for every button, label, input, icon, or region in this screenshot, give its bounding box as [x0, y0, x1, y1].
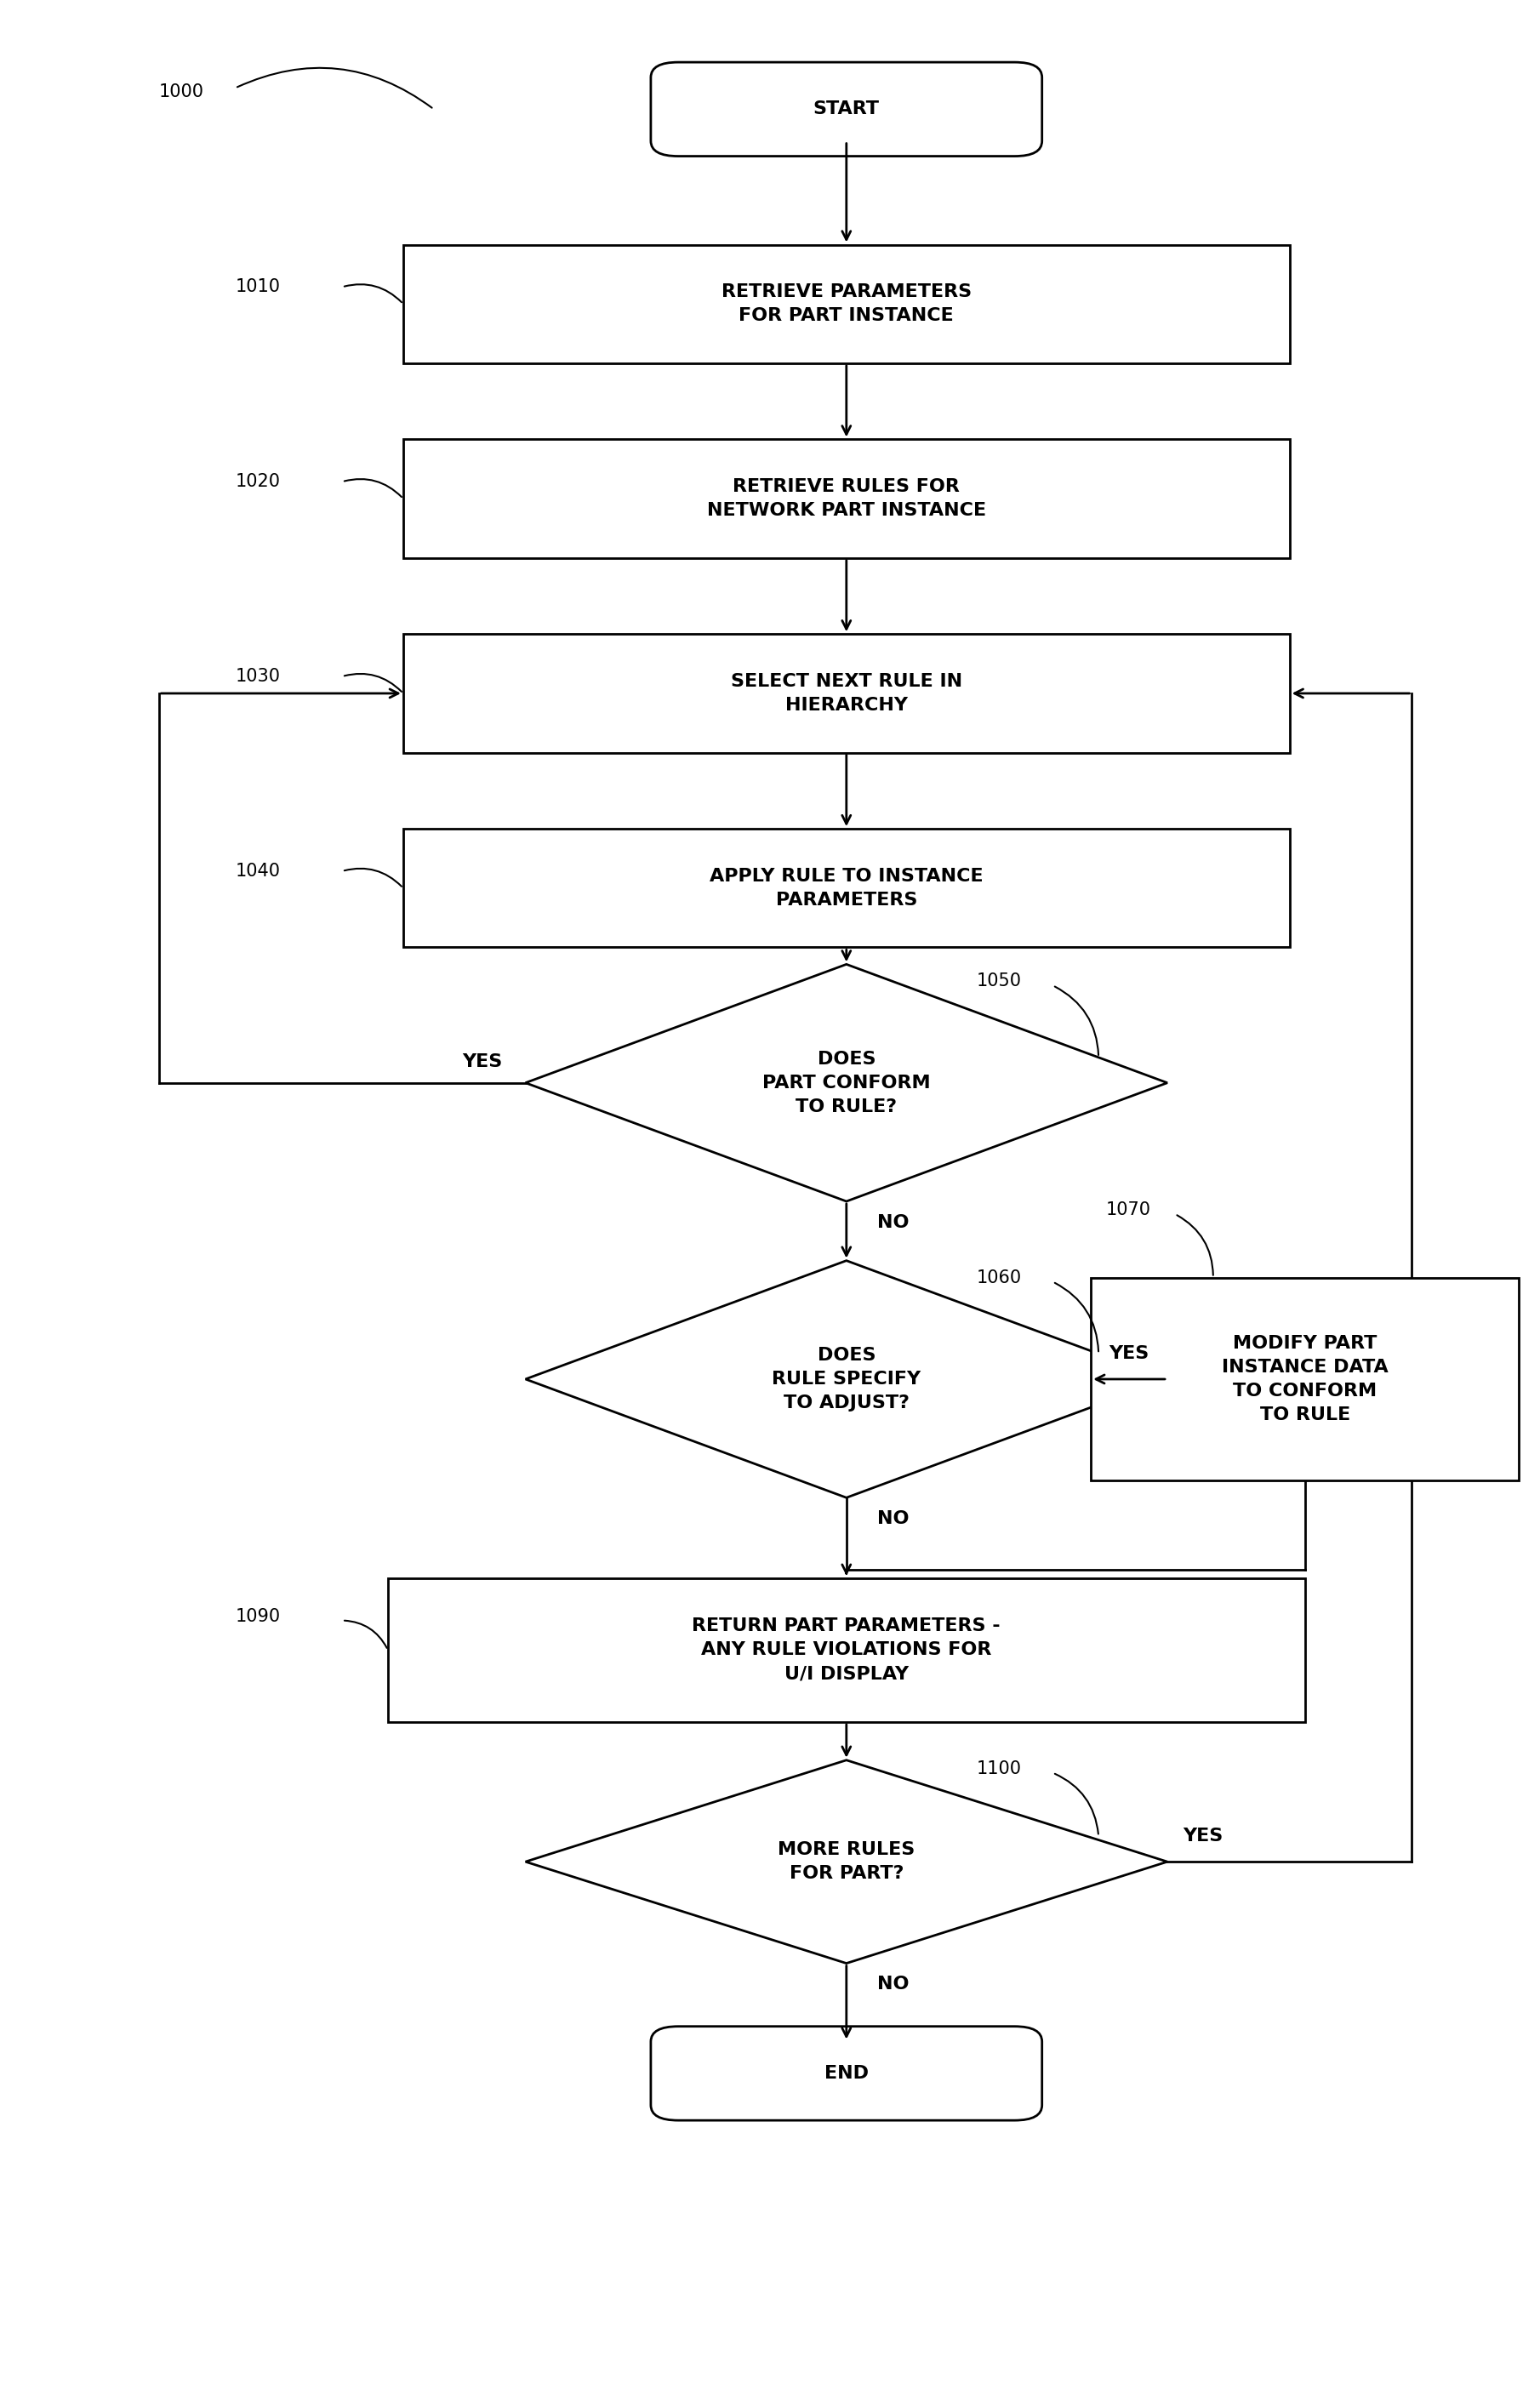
Text: MORE RULES
FOR PART?: MORE RULES FOR PART?	[778, 1842, 915, 1882]
Text: 1030: 1030	[236, 667, 280, 684]
Text: YES: YES	[1183, 1827, 1223, 1844]
Polygon shape	[525, 1261, 1167, 1498]
Text: SELECT NEXT RULE IN
HIERARCHY: SELECT NEXT RULE IN HIERARCHY	[730, 672, 962, 713]
Text: 1020: 1020	[236, 473, 280, 490]
Text: 1100: 1100	[976, 1760, 1021, 1777]
Text: DOES
RULE SPECIFY
TO ADJUST?: DOES RULE SPECIFY TO ADJUST?	[772, 1347, 921, 1412]
Polygon shape	[525, 965, 1167, 1200]
Text: NO: NO	[876, 1215, 909, 1232]
Text: MODIFY PART
INSTANCE DATA
TO CONFORM
TO RULE: MODIFY PART INSTANCE DATA TO CONFORM TO …	[1221, 1335, 1388, 1424]
Bar	[403, 439, 1289, 557]
Text: RETRIEVE RULES FOR
NETWORK PART INSTANCE: RETRIEVE RULES FOR NETWORK PART INSTANCE	[707, 478, 986, 519]
Text: 1010: 1010	[236, 279, 280, 295]
Text: YES: YES	[1109, 1345, 1149, 1361]
Text: DOES
PART CONFORM
TO RULE?: DOES PART CONFORM TO RULE?	[762, 1052, 930, 1114]
Bar	[388, 1577, 1304, 1722]
Text: APPLY RULE TO INSTANCE
PARAMETERS: APPLY RULE TO INSTANCE PARAMETERS	[710, 867, 983, 908]
Text: NO: NO	[876, 1510, 909, 1527]
Text: START: START	[813, 101, 879, 118]
FancyBboxPatch shape	[651, 2026, 1043, 2120]
Bar	[1090, 1277, 1518, 1481]
Bar	[403, 828, 1289, 948]
Text: 1050: 1050	[976, 972, 1021, 989]
Text: RETURN PART PARAMETERS -
ANY RULE VIOLATIONS FOR
U/I DISPLAY: RETURN PART PARAMETERS - ANY RULE VIOLAT…	[691, 1618, 1001, 1683]
Text: 1040: 1040	[236, 862, 280, 879]
Text: YES: YES	[462, 1054, 502, 1071]
Text: RETRIEVE PARAMETERS
FOR PART INSTANCE: RETRIEVE PARAMETERS FOR PART INSTANCE	[721, 283, 972, 324]
Text: 1000: 1000	[159, 84, 203, 101]
Text: END: END	[824, 2065, 869, 2082]
Text: NO: NO	[876, 1976, 909, 1993]
Text: 1070: 1070	[1106, 1200, 1152, 1217]
Bar	[403, 634, 1289, 752]
Polygon shape	[525, 1760, 1167, 1964]
FancyBboxPatch shape	[651, 62, 1043, 156]
Text: 1090: 1090	[236, 1609, 280, 1625]
Text: 1060: 1060	[976, 1270, 1021, 1287]
Bar	[403, 245, 1289, 363]
